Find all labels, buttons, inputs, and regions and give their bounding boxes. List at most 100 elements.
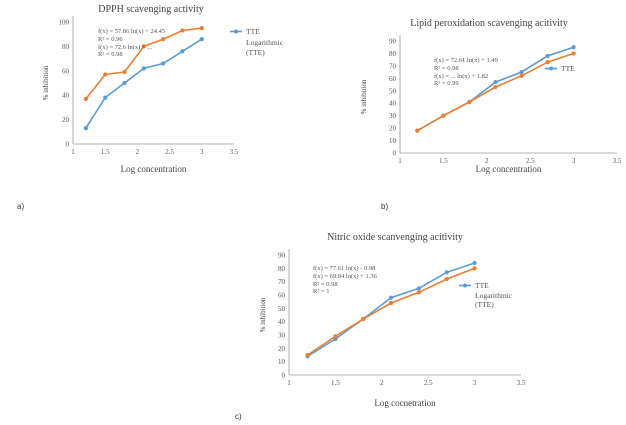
y-tick-label: 40 <box>62 92 70 100</box>
data-point <box>519 73 524 78</box>
y-tick-label: 0 <box>393 150 397 158</box>
x-tick-label: 3.5 <box>613 157 622 165</box>
x-tick-label: 2 <box>136 148 140 156</box>
trendline-equation: R² = 0.96 <box>98 36 123 43</box>
y-tick-label: 0 <box>282 372 286 380</box>
trendline-equation: R² = 0.98 <box>98 51 123 58</box>
y-tick-label: 0 <box>66 141 70 149</box>
trendline-equation: f(x) = ... ln(x) + 1.82 <box>434 73 488 80</box>
x-axis-label: Log concentration <box>476 164 542 174</box>
y-tick-label: 60 <box>62 67 70 75</box>
y-tick-label: 80 <box>62 43 70 51</box>
y-tick-label: 80 <box>389 50 397 58</box>
data-point <box>467 99 472 105</box>
data-point <box>83 126 88 131</box>
trendline-equation: f(x) = 69.84 ln(x) + 1.36 <box>313 273 378 280</box>
x-axis-label: Log cocnetration <box>374 398 436 408</box>
y-axis-label: % inhibition <box>360 79 368 114</box>
x-tick-label: 3.5 <box>230 148 239 156</box>
y-tick-label: 10 <box>278 358 286 366</box>
data-point <box>83 96 88 101</box>
trendline-equation: f(x) = 57.86 ln(x) + 24.45 <box>98 28 165 35</box>
y-tick-label: 70 <box>278 278 286 286</box>
panel-label-a: a) <box>17 202 25 211</box>
data-point <box>103 95 108 100</box>
x-tick-label: 3 <box>473 379 477 387</box>
data-point <box>333 334 338 339</box>
x-tick-label: 2.5 <box>424 379 433 387</box>
data-point <box>545 60 550 65</box>
trendline-equation: f(x) = 72.6 ln(x) + ... <box>98 44 152 51</box>
data-point <box>388 300 394 306</box>
data-point <box>199 26 204 31</box>
x-tick-label: 3.5 <box>517 379 526 387</box>
data-point <box>519 70 524 75</box>
data-point <box>161 61 166 66</box>
data-point <box>493 84 498 90</box>
y-tick-label: 10 <box>389 137 397 145</box>
chart-dpph: DPPH scavenging activity 1 1.5 2 2.5 3 3.5 0 20 4… <box>38 0 284 190</box>
x-axis-label: Log concentration <box>121 164 187 174</box>
data-point <box>180 28 185 33</box>
y-axis-label: % inhibition <box>259 297 267 332</box>
x-tick-label: 2.5 <box>165 148 174 156</box>
data-point <box>122 80 127 86</box>
y-tick-label: 90 <box>389 38 397 46</box>
legend-entry: Logarithmic <box>475 291 513 300</box>
y-tick-label: 90 <box>278 252 286 260</box>
data-point <box>416 290 422 295</box>
y-tick-label: 30 <box>278 332 286 340</box>
trendline-equation: f(x) = 77.61 ln(x) - 0.98 <box>313 265 375 272</box>
x-tick-label: 2.5 <box>526 157 535 165</box>
y-tick-label: 80 <box>278 265 286 273</box>
data-point <box>180 49 185 54</box>
legend-swatch-marker <box>234 29 238 34</box>
legend-entry: TTE <box>561 64 575 73</box>
legend-entry-cont: (TTE) <box>475 300 494 309</box>
y-tick-label: 50 <box>389 87 397 95</box>
trendline-equation: R² = 0.98 <box>313 281 338 288</box>
data-point <box>493 79 498 85</box>
legend-entry: TTE <box>475 281 489 290</box>
data-point <box>103 72 108 77</box>
chart-nitric-oxide: Nitric oxide scanvenging acitivity 1 1.5 2 2… <box>255 225 555 420</box>
y-tick-label: 40 <box>278 318 286 326</box>
trendline-equation: R² = 0.98 <box>434 65 459 72</box>
data-point <box>416 286 422 291</box>
panel-label-b: b) <box>381 202 389 211</box>
data-point <box>415 128 420 133</box>
y-tick-label: 60 <box>278 292 286 300</box>
x-tick-label: 2 <box>485 157 489 165</box>
y-tick-label: 20 <box>389 125 397 133</box>
x-tick-label: 1 <box>71 148 75 156</box>
y-axis-label: % inhibition <box>42 65 50 100</box>
legend-swatch-marker <box>463 283 467 288</box>
y-tick-label: 100 <box>59 19 70 27</box>
data-point <box>545 53 550 59</box>
data-point <box>161 36 166 42</box>
y-tick-label: 30 <box>389 112 397 120</box>
data-point <box>472 266 477 271</box>
panel-label-c: c) <box>235 412 242 421</box>
data-point <box>441 113 446 118</box>
chart-lipid-peroxidation: Lipid peroxidation scavenging acitivity 1… <box>352 10 626 185</box>
legend-entry-cont: (TTE) <box>246 48 265 57</box>
y-tick-label: 20 <box>62 116 70 124</box>
data-point <box>141 66 146 71</box>
legend-swatch-marker <box>549 66 553 71</box>
data-point <box>571 51 576 56</box>
data-point <box>444 276 449 282</box>
data-point <box>444 270 449 275</box>
data-point <box>571 45 576 50</box>
trendline-equation: R² = 1 <box>313 288 329 295</box>
trendline-equation: f(x) = 72.61 ln(x) + 1.49 <box>434 57 498 64</box>
data-point <box>388 295 394 300</box>
chart-title: Nitric oxide scanvenging acitivity <box>327 232 463 243</box>
x-tick-label: 1 <box>287 379 291 387</box>
x-tick-label: 1 <box>398 157 402 165</box>
data-point <box>199 36 204 42</box>
y-tick-label: 60 <box>389 75 397 83</box>
data-point <box>305 352 310 358</box>
y-tick-label: 70 <box>389 62 397 70</box>
y-tick-label: 40 <box>389 100 397 108</box>
